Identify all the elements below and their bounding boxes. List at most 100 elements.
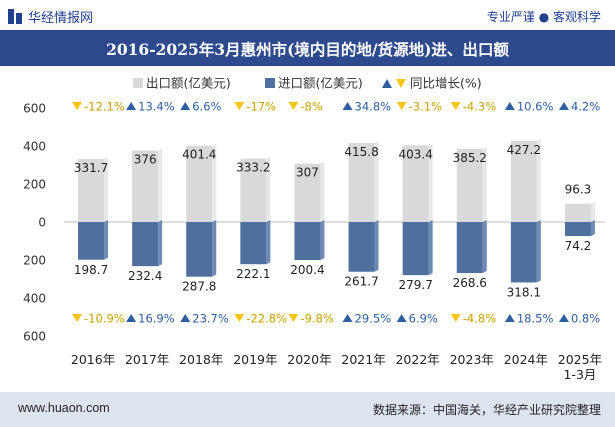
import-value-label: 74.2 [565, 239, 592, 253]
logo-text: 华经情报网 [28, 11, 94, 26]
footer-site: www.huaon.com [18, 401, 110, 415]
export-growth-label-up-icon [126, 102, 137, 110]
logo: 华经情报网 [8, 7, 93, 26]
export-bar [564, 203, 591, 222]
import-bar [132, 222, 159, 267]
chart-title: 2016-2025年3月惠州市(境内目的地/货源地)进、出口额 [106, 40, 509, 59]
import-bar [294, 222, 321, 261]
export-value-label: 415.8 [344, 145, 378, 159]
import-value-label: 318.1 [507, 285, 541, 299]
import-bar [78, 222, 105, 260]
import-growth-label-up-icon [504, 314, 515, 322]
y-tick-label: 200 [23, 254, 46, 268]
export-bar [132, 150, 159, 222]
x-tick-label: 2019年 [233, 352, 277, 367]
export-growth-label-down-icon [72, 102, 83, 110]
export-bar-side [590, 201, 595, 222]
export-bar-side [104, 156, 109, 222]
legend-up-triangle-icon [382, 79, 392, 88]
x-tick-label: 2024年 [504, 352, 548, 367]
x-tick-label: 2017年 [125, 352, 169, 367]
export-value-label: 96.3 [565, 183, 592, 197]
import-bar-side [536, 220, 541, 283]
import-growth-label-down-icon [450, 314, 461, 322]
y-tick-label: 0 [38, 216, 46, 230]
import-bar-side [320, 220, 325, 261]
export-bar [402, 145, 429, 222]
export-bar [294, 163, 321, 222]
legend-import-swatch [265, 78, 275, 88]
import-bar [510, 222, 537, 283]
x-tick-label: 2023年 [450, 352, 494, 367]
export-growth-label: -4.3% [463, 100, 496, 114]
legend-import-label: 进口额(亿美元) [278, 76, 363, 91]
import-value-label: 279.7 [398, 278, 432, 292]
export-value-label: 385.2 [453, 151, 487, 165]
import-growth-label-down-icon [72, 314, 83, 322]
export-value-label: 427.2 [507, 143, 541, 157]
y-tick-label: 600 [23, 102, 46, 116]
import-value-label: 232.4 [128, 269, 162, 283]
export-growth-label-up-icon [558, 102, 569, 110]
import-growth-label-up-icon [126, 314, 137, 322]
export-growth-label: 34.8% [355, 100, 392, 114]
export-bar [186, 145, 213, 222]
legend-growth-label: 同比增长(%) [410, 76, 482, 91]
logo-icon [8, 9, 22, 24]
import-bar-side [266, 220, 271, 265]
export-bar [510, 140, 537, 222]
export-growth-label-down-icon [396, 102, 407, 110]
x-tick-label: 2016年 [71, 352, 115, 367]
y-tick-label: 400 [23, 292, 46, 306]
export-growth-label-up-icon [342, 102, 353, 110]
export-bar-side [320, 161, 325, 222]
export-bar-side [158, 148, 163, 222]
legend-export-swatch [133, 78, 143, 88]
export-growth-label-down-icon [234, 102, 245, 110]
y-tick-label: 600 [23, 330, 46, 344]
import-value-label: 287.8 [182, 280, 216, 294]
import-bar-side [428, 220, 433, 276]
import-growth-label: 0.8% [571, 312, 600, 326]
export-value-label: 401.4 [182, 148, 216, 162]
export-bar-side [536, 138, 541, 222]
import-growth-label: -9.8% [300, 312, 333, 326]
export-bar-side [428, 143, 433, 222]
import-growth-label-up-icon [396, 314, 407, 322]
import-bar-side [212, 220, 217, 277]
export-growth-label: 6.6% [192, 100, 221, 114]
export-bar-side [482, 146, 487, 222]
import-growth-label: -4.8% [463, 312, 496, 326]
export-growth-label: -12.1% [84, 100, 125, 114]
import-growth-label-down-icon [234, 314, 245, 322]
import-value-label: 222.1 [236, 267, 270, 281]
export-growth-label-down-icon [450, 102, 461, 110]
x-tick-label: 2021年 [341, 352, 385, 367]
import-bar [402, 222, 429, 276]
x-tick-label: 2022年 [395, 352, 439, 367]
import-growth-label-down-icon [288, 314, 299, 322]
import-bar [186, 222, 213, 277]
import-bar-side [104, 220, 109, 260]
import-value-label: 268.6 [453, 276, 487, 290]
import-bar-side [590, 220, 595, 237]
export-value-label: 331.7 [74, 161, 108, 175]
import-bar-side [374, 220, 379, 272]
export-growth-label-down-icon [288, 102, 299, 110]
footer-source: 数据来源：中国海关，华经产业研究院整理 [372, 403, 601, 417]
export-value-label: 403.4 [398, 147, 432, 161]
title-bar: 2016-2025年3月惠州市(境内目的地/货源地)进、出口额 [0, 30, 615, 66]
chart: 出口额(亿美元) 进口额(亿美元) 同比增长(%) 600 400 200 0 200 400 6… [23, 76, 605, 382]
import-bar-side [482, 220, 487, 274]
export-bar-side [266, 156, 271, 222]
import-bar-side [158, 220, 163, 267]
export-bar-side [374, 140, 379, 222]
y-tick-label: 400 [23, 140, 46, 154]
export-bar [456, 148, 483, 222]
export-growth-label: -17% [246, 100, 276, 114]
import-value-label: 198.7 [74, 263, 108, 277]
import-bar [348, 222, 375, 272]
import-growth-label-up-icon [558, 314, 569, 322]
tagline: 专业严谨 ● 客观科学 [486, 10, 601, 24]
export-value-label: 307 [296, 166, 319, 180]
